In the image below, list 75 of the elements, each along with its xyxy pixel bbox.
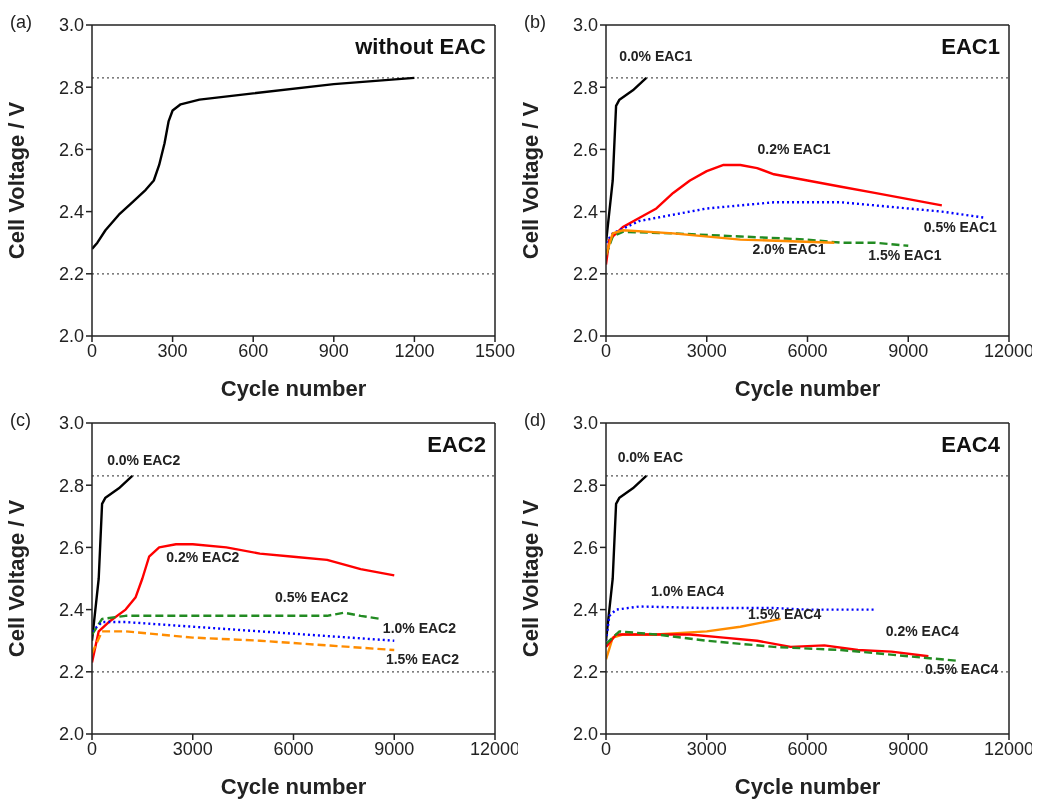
series-label: 0.5% EAC1 <box>923 219 998 236</box>
x-tick-label: 3000 <box>686 340 727 361</box>
text: (c) <box>10 410 31 431</box>
y-tick-label: 2.2 <box>58 264 84 285</box>
line-series <box>606 229 836 257</box>
x-tick-label: 0 <box>86 738 98 759</box>
series-label: 2.0% EAC1 <box>752 240 826 257</box>
series-label: 1.5% EAC4 <box>748 606 822 623</box>
x-tick-label: 6000 <box>787 738 828 759</box>
x-tick-label: 9000 <box>888 340 929 361</box>
series-label: 0.2% EAC4 <box>885 623 960 640</box>
series-label: 0.0% EAC2 <box>107 452 181 469</box>
x-tick-label: 6000 <box>273 738 314 759</box>
text: (a) <box>10 12 32 33</box>
y-tick-label: 2.8 <box>58 77 84 98</box>
series-label: 0.5% EAC2 <box>275 589 349 606</box>
x-axis-title: Cycle number <box>734 774 881 799</box>
x-tick-label: 9000 <box>374 738 415 759</box>
x-axis-title: Cycle number <box>734 376 881 401</box>
y-tick-label: 3.0 <box>572 413 598 434</box>
chart-title: EAC2 <box>427 432 486 458</box>
series-label: 1.0% EAC2 <box>382 620 457 637</box>
y-axis-title: Cell Voltage / V <box>517 101 543 260</box>
x-axis-title: Cycle number <box>220 774 367 799</box>
x-tick-label: 9000 <box>888 738 929 759</box>
y-tick-label: 3.0 <box>58 15 84 36</box>
y-tick-label: 2.8 <box>572 475 598 496</box>
x-tick-label: 3000 <box>172 738 213 759</box>
x-tick-label: 600 <box>238 340 269 361</box>
y-tick-label: 2.4 <box>572 201 598 222</box>
x-tick-label: 900 <box>318 340 349 361</box>
y-axis-title: Cell Voltage / V <box>517 499 543 658</box>
series-label: 0.0% EAC <box>617 449 684 466</box>
y-tick-label: 3.0 <box>572 15 598 36</box>
y-tick-label: 2.8 <box>58 475 84 496</box>
chart-title: EAC1 <box>941 34 1000 60</box>
x-tick-label: 0 <box>600 340 612 361</box>
x-tick-label: 0 <box>86 340 98 361</box>
x-axis-title: Cycle number <box>220 376 367 401</box>
y-tick-label: 2.6 <box>572 139 598 160</box>
y-axis-title: Cell Voltage / V <box>3 499 29 658</box>
series-label: 0.5% EAC4 <box>925 660 999 677</box>
x-tick-label: 3000 <box>686 738 727 759</box>
series-label: 0.2% EAC2 <box>166 548 240 565</box>
y-tick-label: 2.6 <box>58 537 84 558</box>
y-tick-label: 2.0 <box>58 326 84 347</box>
x-tick-label: 300 <box>157 340 188 361</box>
y-tick-label: 2.8 <box>572 77 598 98</box>
text: (b) <box>524 12 546 33</box>
y-tick-label: 2.2 <box>572 662 598 683</box>
x-tick-label: 0 <box>600 738 612 759</box>
y-tick-label: 2.4 <box>58 201 84 222</box>
y-tick-label: 3.0 <box>58 413 84 434</box>
series-label: 1.0% EAC4 <box>651 582 725 599</box>
y-tick-label: 2.4 <box>572 599 598 620</box>
y-axis-title: Cell Voltage / V <box>3 101 29 260</box>
y-tick-label: 2.4 <box>58 599 84 620</box>
series-label: 0.0% EAC1 <box>619 48 693 65</box>
x-tick-label: 6000 <box>787 340 828 361</box>
y-tick-label: 2.2 <box>58 662 84 683</box>
x-tick-label: 1500 <box>474 340 516 361</box>
x-tick-label: 1200 <box>394 340 435 361</box>
series-label: 1.5% EAC2 <box>385 651 460 668</box>
text: (d) <box>524 410 546 431</box>
y-tick-label: 2.2 <box>572 264 598 285</box>
line-series <box>92 76 416 251</box>
y-tick-label: 2.0 <box>572 724 598 745</box>
y-tick-label: 2.0 <box>572 326 598 347</box>
chart-title: without EAC <box>355 34 486 60</box>
y-tick-label: 2.0 <box>58 724 84 745</box>
series-label: 0.2% EAC1 <box>757 141 831 158</box>
y-tick-label: 2.6 <box>572 537 598 558</box>
y-tick-label: 2.6 <box>58 139 84 160</box>
series-label: 1.5% EAC1 <box>868 247 942 264</box>
chart-title: EAC4 <box>941 432 1000 458</box>
